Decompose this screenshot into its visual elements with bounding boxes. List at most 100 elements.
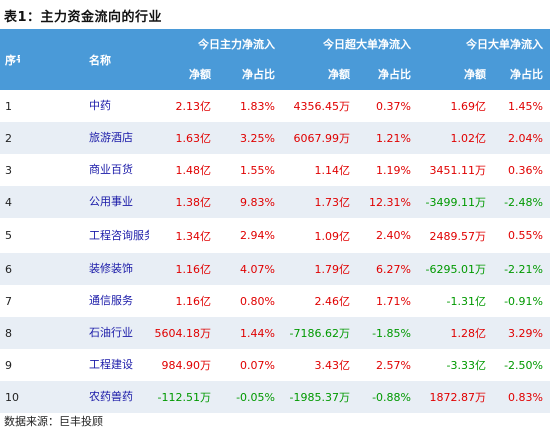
large-net-amount-cell: -1.31亿 [418,285,493,317]
superlarge-net-ratio-cell: 6.27% [357,253,418,285]
table-row: 9 工程建设 984.90万 0.07% 3.43亿 2.57% -3.33亿 -2.50% [0,349,550,381]
superlarge-net-amount-cell: 3.43亿 [282,349,357,381]
header-row-groups: 序号 名称 今日主力净流入 今日超大单净流入 今日大单净流入 [0,29,550,90]
superlarge-net-amount-cell: 1.73亿 [282,186,357,218]
industry-name-cell: 中药 [20,90,149,122]
table-row: 8 石油行业 5604.18万 1.44% -7186.62万 -1.85% 1.28亿 3.… [0,317,550,349]
main-net-amount-cell: 1.48亿 [149,154,218,186]
superlarge-net-amount-cell: 2.46亿 [282,285,357,317]
superlarge-net-amount-cell: 6067.99万 [282,122,357,154]
industry-name-link[interactable]: 通信服务 [89,294,133,307]
header-group-main: 今日主力净流入 [149,29,282,58]
main-net-amount-cell: 5604.18万 [149,317,218,349]
superlarge-net-amount-cell: 4356.45万 [282,90,357,122]
industry-name-cell: 石油行业 [20,317,149,349]
table-row: 3 商业百货 1.48亿 1.55% 1.14亿 1.19% 3451.11万 0.36% [0,154,550,186]
row-index: 10 [0,381,20,413]
large-net-amount-cell: 1872.87万 [418,381,493,413]
row-index: 4 [0,186,20,218]
industry-name-link[interactable]: 旅游酒店 [89,131,133,144]
table-row: 10 农药兽药 -112.51万 -0.05% -1985.37万 -0.88% 1872.… [0,381,550,413]
large-net-amount-cell: 1.02亿 [418,122,493,154]
table-title: 表1：主力资金流向的行业 [4,10,163,25]
row-index: 8 [0,317,20,349]
industry-name-cell: 工程咨询服务 [20,218,149,253]
main-net-amount-cell: 1.16亿 [149,285,218,317]
industry-name-link[interactable]: 石油行业 [89,326,133,339]
large-net-ratio-cell: -2.50% [493,349,550,381]
main-net-ratio-cell: 1.55% [218,154,282,186]
industry-name-link[interactable]: 工程咨询服务 [89,228,149,242]
table-row: 5 工程咨询服务 1.34亿 2.94% 1.09亿 2.40% 2489.57万 0.55% [0,218,550,253]
large-net-amount-cell: 1.28亿 [418,317,493,349]
industry-name-link[interactable]: 公用事业 [89,195,133,208]
table-row: 1 中药 2.13亿 1.83% 4356.45万 0.37% 1.69亿 1.45% [0,90,550,122]
large-net-ratio-cell: 3.29% [493,317,550,349]
row-index: 2 [0,122,20,154]
industry-name-link[interactable]: 商业百货 [89,163,133,176]
main-net-ratio-cell: 0.07% [218,349,282,381]
header-sub-amount: 净额 [149,58,218,90]
main-net-amount-cell: -112.51万 [149,381,218,413]
table-row: 6 装修装饰 1.16亿 4.07% 1.79亿 6.27% -6295.01万 -2.21% [0,253,550,285]
header-sub-amount: 净额 [282,58,357,90]
main-net-ratio-cell: -0.05% [218,381,282,413]
industry-name-link[interactable]: 农药兽药 [89,390,133,403]
table-row: 4 公用事业 1.38亿 9.83% 1.73亿 12.31% -3499.11万 -2.48… [0,186,550,218]
main-net-ratio-cell: 1.44% [218,317,282,349]
header-sub-ratio: 净占比 [493,58,550,90]
main-net-ratio-cell: 9.83% [218,186,282,218]
industry-name-cell: 装修装饰 [20,253,149,285]
superlarge-net-ratio-cell: 2.57% [357,349,418,381]
superlarge-net-ratio-cell: -1.85% [357,317,418,349]
superlarge-net-ratio-cell: -0.88% [357,381,418,413]
row-index: 9 [0,349,20,381]
superlarge-net-amount-cell: -1985.37万 [282,381,357,413]
table-row: 7 通信服务 1.16亿 0.80% 2.46亿 1.71% -1.31亿 -0.91% [0,285,550,317]
main-net-ratio-cell: 4.07% [218,253,282,285]
superlarge-net-ratio-cell: 2.40% [357,218,418,253]
superlarge-net-ratio-cell: 1.21% [357,122,418,154]
row-index: 1 [0,90,20,122]
large-net-ratio-cell: 1.45% [493,90,550,122]
large-net-ratio-cell: 0.55% [493,218,550,253]
main-net-ratio-cell: 0.80% [218,285,282,317]
superlarge-net-ratio-cell: 1.19% [357,154,418,186]
row-index: 7 [0,285,20,317]
header-group-large: 今日大单净流入 [418,29,550,58]
row-index: 6 [0,253,20,285]
row-index: 3 [0,154,20,186]
large-net-ratio-cell: 0.83% [493,381,550,413]
industry-name-cell: 工程建设 [20,349,149,381]
industry-name-cell: 公用事业 [20,186,149,218]
superlarge-net-ratio-cell: 1.71% [357,285,418,317]
large-net-amount-cell: -3499.11万 [418,186,493,218]
industry-name-link[interactable]: 工程建设 [89,358,133,371]
source-note: 数据来源：巨丰投顾 [4,415,103,428]
main-net-ratio-cell: 2.94% [218,218,282,253]
large-net-amount-cell: 1.69亿 [418,90,493,122]
table-row: 2 旅游酒店 1.63亿 3.25% 6067.99万 1.21% 1.02亿 2.04% [0,122,550,154]
superlarge-net-amount-cell: 1.79亿 [282,253,357,285]
industry-name-link[interactable]: 中药 [89,99,111,112]
industry-name-cell: 农药兽药 [20,381,149,413]
industry-name-cell: 旅游酒店 [20,122,149,154]
industry-name-link[interactable]: 装修装饰 [89,262,133,275]
industry-name-cell: 通信服务 [20,285,149,317]
industry-name-cell: 商业百货 [20,154,149,186]
header-sub-amount: 净额 [418,58,493,90]
main-net-amount-cell: 1.38亿 [149,186,218,218]
header-row-sub: 净额 净占比 净额 净占比 净额 净占比 [0,58,550,90]
superlarge-net-amount-cell: -7186.62万 [282,317,357,349]
large-net-ratio-cell: -0.91% [493,285,550,317]
fund-flow-table: 序号 名称 今日主力净流入 今日超大单净流入 今日大单净流入 净额 净占比 净额… [0,29,550,413]
large-net-amount-cell: -3.33亿 [418,349,493,381]
large-net-ratio-cell: -2.21% [493,253,550,285]
main-net-amount-cell: 1.34亿 [149,218,218,253]
header-sub-ratio: 净占比 [218,58,282,90]
header-index: 序号 [0,29,20,90]
superlarge-net-ratio-cell: 0.37% [357,90,418,122]
row-index: 5 [0,218,20,253]
header-name: 名称 [20,29,149,90]
main-net-ratio-cell: 3.25% [218,122,282,154]
